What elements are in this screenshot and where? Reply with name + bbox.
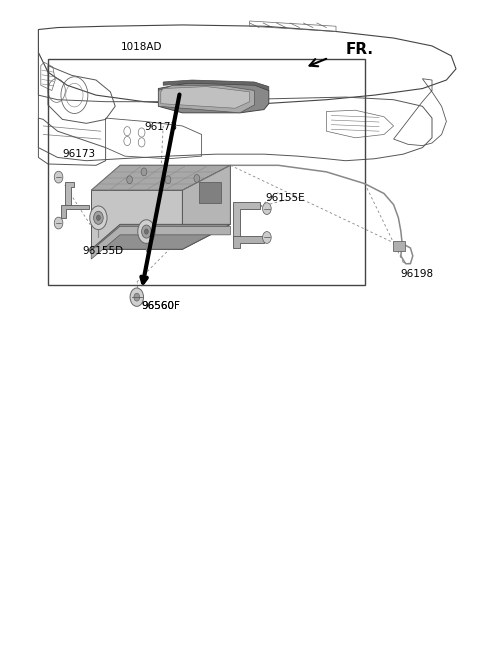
Text: FR.: FR. [346,42,373,56]
Polygon shape [91,224,230,249]
Polygon shape [65,182,74,207]
Polygon shape [163,80,269,91]
Polygon shape [182,165,230,249]
Circle shape [96,215,100,220]
Bar [393,241,405,251]
Polygon shape [233,202,260,239]
Polygon shape [91,226,230,259]
Polygon shape [158,82,269,113]
Bar [199,182,221,203]
Circle shape [165,176,171,184]
Circle shape [94,211,103,224]
Circle shape [194,174,200,182]
Circle shape [263,203,271,215]
Text: 96155E: 96155E [266,193,305,203]
Text: 96198: 96198 [400,269,433,279]
Circle shape [127,176,132,184]
Circle shape [90,206,107,230]
Circle shape [144,229,148,234]
Text: 96560F: 96560F [142,301,180,312]
Circle shape [138,220,155,243]
Circle shape [54,217,63,229]
Circle shape [54,171,63,183]
Polygon shape [91,190,182,249]
Circle shape [142,225,151,238]
Text: 96173: 96173 [144,122,178,133]
Text: 96560F: 96560F [142,301,180,312]
Text: 96155D: 96155D [83,245,124,256]
Polygon shape [61,205,89,218]
Circle shape [130,288,144,306]
Bar [48,59,365,285]
Text: 1018AD: 1018AD [121,42,162,52]
Polygon shape [233,236,264,248]
Circle shape [134,293,140,301]
Polygon shape [161,87,250,108]
Circle shape [263,232,271,243]
Polygon shape [158,85,254,113]
Text: 96173: 96173 [62,148,96,159]
Polygon shape [91,165,230,190]
Circle shape [141,168,147,176]
